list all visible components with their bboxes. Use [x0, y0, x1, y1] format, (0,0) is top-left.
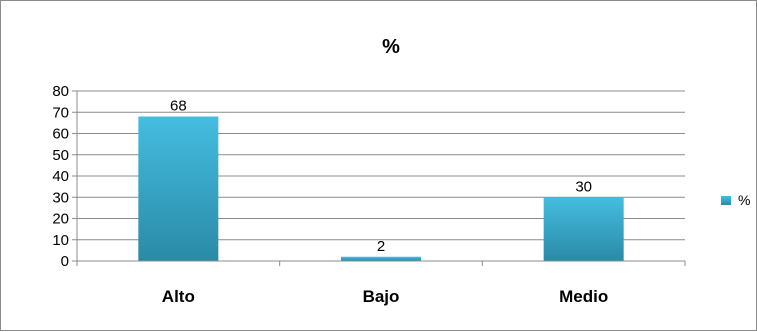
y-tick-label: 40 — [52, 168, 69, 185]
axes: 0 10 20 30 40 50 60 70 80 Alto Bajo Medio — [52, 83, 686, 306]
legend-label: % — [738, 192, 750, 208]
chart-title: % — [382, 36, 400, 58]
y-tick-label: 10 — [52, 232, 69, 249]
data-label-medio: 30 — [575, 178, 592, 195]
y-tick-label: 30 — [52, 189, 69, 206]
y-tick-label: 0 — [61, 253, 69, 270]
x-category-label: Alto — [162, 287, 195, 306]
legend-swatch — [721, 196, 731, 205]
bar-alto — [138, 116, 219, 261]
y-tick-label: 70 — [52, 104, 69, 121]
bar-medio — [543, 197, 624, 261]
data-label-alto: 68 — [170, 98, 187, 115]
legend: % — [721, 192, 750, 208]
y-tick-label: 80 — [52, 83, 69, 100]
data-labels: 68 2 30 — [170, 98, 592, 255]
y-tick-label: 60 — [52, 126, 69, 143]
data-label-bajo: 2 — [377, 238, 385, 255]
bars — [138, 116, 624, 261]
bar-bajo — [341, 256, 421, 261]
y-tick-label: 50 — [52, 147, 69, 164]
x-category-label: Medio — [559, 287, 608, 306]
x-category-label: Bajo — [363, 287, 400, 306]
y-tick-label: 20 — [52, 211, 69, 228]
